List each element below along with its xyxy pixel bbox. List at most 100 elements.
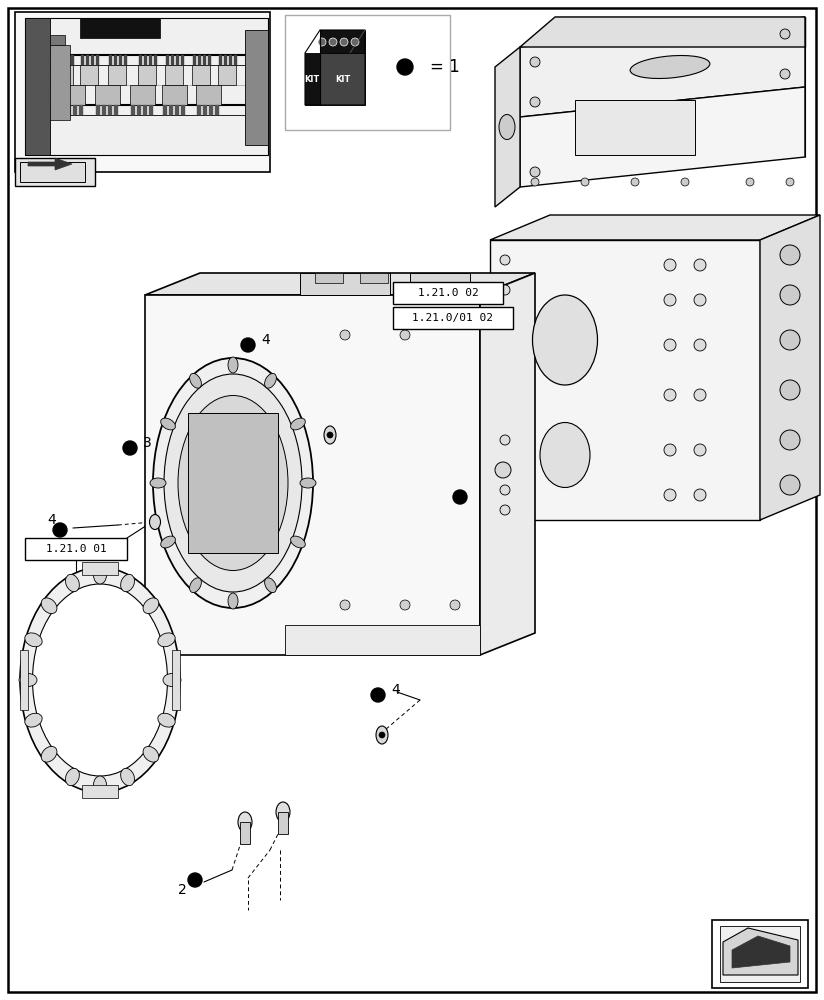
Circle shape [318,38,326,46]
Polygon shape [218,65,236,85]
Polygon shape [108,105,112,115]
Polygon shape [20,650,28,710]
Polygon shape [154,55,157,65]
Ellipse shape [41,598,57,614]
Circle shape [664,489,676,501]
Circle shape [694,444,706,456]
Polygon shape [162,85,187,105]
Polygon shape [203,55,206,65]
Polygon shape [130,85,155,105]
Circle shape [500,485,510,495]
Polygon shape [198,55,201,65]
Circle shape [746,178,754,186]
Circle shape [694,389,706,401]
Ellipse shape [376,726,388,744]
Polygon shape [114,105,118,115]
Text: 1.21.0 01: 1.21.0 01 [45,544,106,554]
Circle shape [530,167,540,177]
Polygon shape [181,105,185,115]
Circle shape [664,444,676,456]
Polygon shape [25,18,50,155]
Ellipse shape [291,418,306,430]
Polygon shape [176,55,179,65]
Polygon shape [66,55,69,65]
Circle shape [329,38,337,46]
Circle shape [780,380,800,400]
Circle shape [450,600,460,610]
Polygon shape [320,53,365,105]
Polygon shape [229,55,232,65]
Ellipse shape [93,776,106,794]
Polygon shape [71,55,74,65]
Circle shape [340,330,350,340]
Circle shape [780,475,800,495]
Polygon shape [79,105,83,115]
Polygon shape [192,65,210,85]
Bar [285,15,450,130]
Polygon shape [163,105,167,115]
Text: 4: 4 [48,513,56,527]
Polygon shape [109,55,112,65]
Circle shape [371,688,385,702]
Ellipse shape [149,514,161,530]
Ellipse shape [540,422,590,488]
Ellipse shape [265,578,276,593]
Polygon shape [203,105,207,115]
Ellipse shape [630,56,709,78]
Ellipse shape [120,574,134,592]
Ellipse shape [66,768,79,786]
Circle shape [664,294,676,306]
Circle shape [780,29,790,39]
Text: 2: 2 [178,883,186,897]
Ellipse shape [25,713,42,727]
Circle shape [123,441,137,455]
Circle shape [786,178,794,186]
Ellipse shape [161,418,176,430]
Polygon shape [143,105,147,115]
Circle shape [397,59,413,75]
Ellipse shape [499,114,515,139]
Polygon shape [165,65,183,85]
Polygon shape [149,105,153,115]
Polygon shape [81,55,84,65]
Circle shape [327,432,333,438]
Polygon shape [144,55,147,65]
Ellipse shape [158,713,176,727]
Ellipse shape [163,674,181,686]
Polygon shape [145,273,535,295]
Polygon shape [80,18,160,38]
Polygon shape [55,65,73,85]
Circle shape [495,462,511,478]
Polygon shape [102,105,106,115]
Circle shape [780,285,800,305]
Polygon shape [50,35,65,45]
Text: 1.21.0/01 02: 1.21.0/01 02 [413,313,494,323]
Polygon shape [61,55,64,65]
Circle shape [400,600,410,610]
Polygon shape [760,215,820,520]
Polygon shape [145,295,480,655]
Circle shape [780,430,800,450]
Circle shape [500,435,510,445]
Ellipse shape [93,566,106,584]
Polygon shape [723,928,798,975]
Polygon shape [171,55,174,65]
Polygon shape [490,240,760,520]
Circle shape [53,523,67,537]
Polygon shape [495,47,520,207]
Circle shape [694,259,706,271]
Polygon shape [490,215,820,240]
Polygon shape [169,105,173,115]
Polygon shape [119,55,122,65]
Ellipse shape [238,812,252,832]
Polygon shape [96,105,100,115]
Circle shape [530,97,540,107]
Polygon shape [73,105,77,115]
Bar [712,920,808,988]
Circle shape [400,330,410,340]
Polygon shape [193,55,196,65]
Polygon shape [82,562,118,575]
Polygon shape [215,105,219,115]
Polygon shape [520,87,805,187]
Polygon shape [234,55,237,65]
